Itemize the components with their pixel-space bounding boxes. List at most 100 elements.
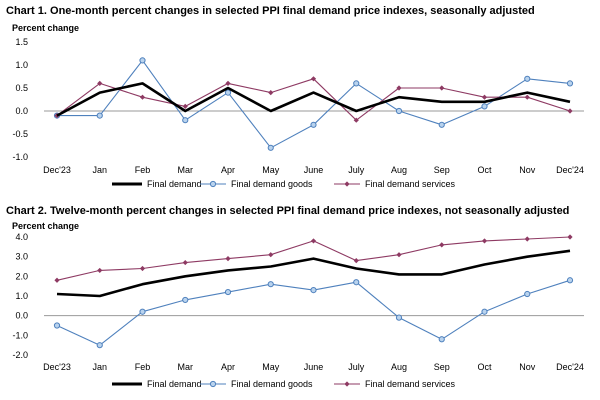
chart2-point-final-demand-services [481,238,488,244]
chart2-y-tick-label: -1.0 [12,330,28,340]
chart2-legend-item-final-demand-goods: Final demand goods [200,379,313,389]
chart1-x-tick-label: Dec'24 [556,165,584,175]
chart1-point-final-demand-services [97,80,103,86]
chart2-series-line-final-demand [56,249,571,298]
chart2-x-tick-label: Jan [92,362,107,372]
chart1-x-tick-label: Jan [92,165,107,175]
chart1-x-tick-label: June [304,165,324,175]
chart1-point-final-demand-goods [481,103,488,110]
chart1-x-tick-label: Nov [519,165,536,175]
chart1-y-tick-label: 0.0 [15,106,28,116]
chart2-point-final-demand-goods [139,308,146,315]
chart1-x-tick-label: Dec'23 [43,165,71,175]
chart1-point-final-demand-goods [267,144,274,151]
chart1-point-final-demand-services [139,94,146,100]
chart2-point-final-demand-services [54,277,60,283]
chart2-point-final-demand-services [396,252,402,258]
chart1-point-final-demand-services [182,103,188,109]
chart2-y-tick-label: 3.0 [15,252,28,262]
chart1-series-line-final-demand [56,82,571,117]
chart1-legend-label: Final demand services [365,179,456,189]
chart1-point-final-demand-goods [566,80,574,87]
chart1-y-tick-label: 0.5 [15,83,28,93]
chart2-point-final-demand-services [439,242,445,248]
chart2-x-tick-label: Feb [135,362,151,372]
chart1-point-final-demand-services [225,80,231,86]
chart1-y-tick-label: 1.5 [15,37,28,47]
chart2-x-tick-label: Apr [221,362,235,372]
chart2-x-tick-label: Dec'23 [43,362,71,372]
chart2-x-tick-label: Oct [477,362,492,372]
chart1-y-tick-label: -0.5 [12,129,28,139]
chart1-point-final-demand-goods [224,89,232,96]
chart2-y-tick-label: 2.0 [15,271,28,281]
chart1-x-tick-label: Apr [221,165,235,175]
chart1-point-final-demand-services [310,76,317,82]
chart2-y-tick-label: 4.0 [15,232,28,242]
chart2-x-tick-label: Nov [519,362,536,372]
chart1-legend-label: Final demand goods [231,179,313,189]
chart1-x-tick-label: Feb [135,165,151,175]
chart2-point-final-demand-services [567,234,573,240]
chart2-legend-label: Final demand goods [231,379,313,389]
chart2-legend-marker [344,381,350,387]
chart2-point-final-demand-goods [96,342,103,349]
chart2-x-tick-label: Dec'24 [556,362,584,372]
chart2-point-final-demand-goods [353,279,360,286]
chart1-point-final-demand-services [481,94,488,100]
chart2-point-final-demand-goods [53,322,61,329]
chart2-point-final-demand-services [268,252,274,258]
chart2-point-final-demand-services [225,256,231,262]
chart1-point-final-demand-services [268,90,274,96]
chart1-point-final-demand-goods [139,57,146,64]
chart2-point-final-demand-services [524,236,530,242]
chart1-legend-marker [209,180,217,188]
chart1-y-tick-label: 1.0 [15,60,28,70]
chart2-point-final-demand-goods [481,308,488,315]
chart2-legend-marker [209,380,217,388]
chart1-x-tick-label: Aug [391,165,407,175]
chart1-point-final-demand-goods [96,112,103,119]
chart1-series-line-final-demand-goods [57,59,571,149]
chart1-point-final-demand-services [567,108,573,114]
chart2-y-tick-label: 0.0 [15,311,28,321]
chart1-legend-marker [344,181,350,187]
chart2-x-tick-label: May [262,362,280,372]
chart2-point-final-demand-goods [524,290,531,298]
chart2-point-final-demand-goods [438,336,445,343]
chart1-x-tick-label: July [348,165,365,175]
chart1-legend-item-final-demand-services: Final demand services [334,179,456,189]
chart2-legend-item-final-demand: Final demand [112,379,202,389]
chart1-point-final-demand-goods [353,80,360,87]
chart2-point-final-demand-services [182,259,188,266]
chart2-x-tick-label: Mar [178,362,194,372]
chart2-legend-item-final-demand-services: Final demand services [334,379,456,389]
chart1-x-tick-label: Sep [434,165,450,175]
chart1-y-tick-label: -1.0 [12,152,28,162]
chart1-point-final-demand-services [439,85,445,91]
chart2-x-tick-label: Aug [391,362,407,372]
chart2-title: Chart 2. Twelve-month percent changes in… [6,205,569,217]
chart1-title: Chart 1. One-month percent changes in se… [6,5,535,17]
chart1-point-final-demand-services [524,94,530,100]
chart2-point-final-demand-services [97,267,103,274]
chart-2-twelve-month-changes: Chart 2. Twelve-month percent changes in… [6,205,584,389]
chart2-legend-label: Final demand services [365,379,456,389]
chart1-x-tick-label: May [262,165,280,175]
chart2-x-tick-label: June [304,362,324,372]
chart1-x-tick-label: Mar [178,165,194,175]
chart2-point-final-demand-services [353,258,359,264]
chart1-point-final-demand-goods [310,121,317,128]
chart2-y-tick-label: 1.0 [15,291,28,301]
chart1-point-final-demand-goods [438,121,445,128]
chart1-legend-label: Final demand [147,179,202,189]
chart2-x-tick-label: Sep [434,362,450,372]
chart2-y-tick-label: -2.0 [12,350,28,360]
chart1-point-final-demand-goods [524,75,531,82]
chart1-legend-item-final-demand-goods: Final demand goods [200,179,313,189]
chart1-point-final-demand-services [353,117,359,123]
chart2-x-tick-label: July [348,362,365,372]
chart1-point-final-demand-goods [395,107,403,115]
chart2-point-final-demand-goods [310,287,317,294]
